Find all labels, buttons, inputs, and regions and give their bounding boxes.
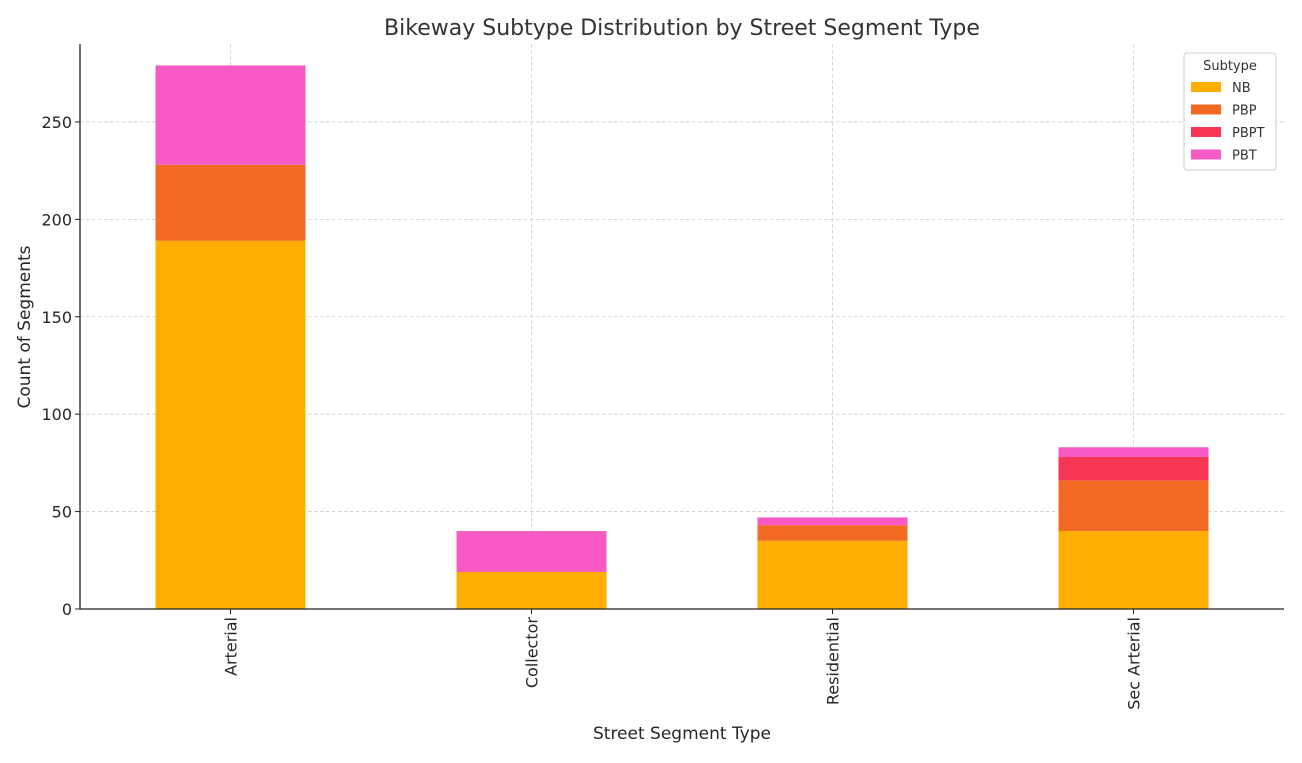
bar-pbp-arterial (155, 164, 306, 241)
bar-pbt-arterial (155, 65, 306, 165)
y-axis-label: Count of Segments (15, 245, 35, 408)
legend-title: Subtype (1203, 59, 1257, 74)
x-tick-label: Residential (824, 617, 843, 705)
legend-swatch-pbp (1191, 104, 1221, 115)
y-ticks: 0 50 100 150 200 250 (41, 113, 80, 619)
bar-nb-sec-arterial (1058, 531, 1209, 609)
bar-pbt-collector (456, 531, 607, 572)
legend-label-nb: NB (1232, 81, 1251, 96)
legend-label-pbt: PBT (1232, 149, 1257, 164)
legend-items: NB PBP PBPT PBT (1191, 81, 1265, 164)
y-tick-label: 100 (41, 405, 72, 424)
x-ticks: Arterial Collector Residential Sec Arterial (222, 609, 1144, 710)
legend-label-pbpt: PBPT (1232, 126, 1265, 141)
legend: Subtype NB PBP PBPT PBT (1183, 52, 1277, 171)
x-tick-label: Sec Arterial (1125, 617, 1144, 710)
legend-swatch-pbt (1191, 149, 1221, 160)
legend-label-pbp: PBP (1232, 104, 1257, 119)
bar-pbpt-sec-arterial (1058, 457, 1209, 481)
y-tick-label: 250 (41, 113, 72, 132)
bars (155, 65, 1209, 609)
x-axis-label: Street Segment Type (593, 724, 771, 744)
y-tick-label: 150 (41, 308, 72, 327)
bar-nb-arterial (155, 240, 306, 609)
y-tick-label: 0 (62, 600, 72, 619)
bar-pbt-sec-arterial (1058, 447, 1209, 458)
axes (79, 44, 1284, 610)
y-tick-label: 50 (52, 503, 72, 522)
legend-swatch-nb (1191, 82, 1221, 92)
bar-nb-collector (456, 571, 607, 609)
x-tick-label: Collector (523, 617, 542, 689)
bar-pbt-residential (757, 517, 908, 526)
bar-pbp-sec-arterial (1058, 480, 1209, 532)
x-tick-label: Arterial (222, 617, 241, 676)
bar-nb-residential (757, 540, 908, 609)
bar-pbp-residential (757, 525, 908, 541)
y-tick-label: 200 (41, 210, 72, 229)
chart-title: Bikeway Subtype Distribution by Street S… (384, 16, 980, 41)
legend-swatch-pbpt (1191, 127, 1221, 137)
